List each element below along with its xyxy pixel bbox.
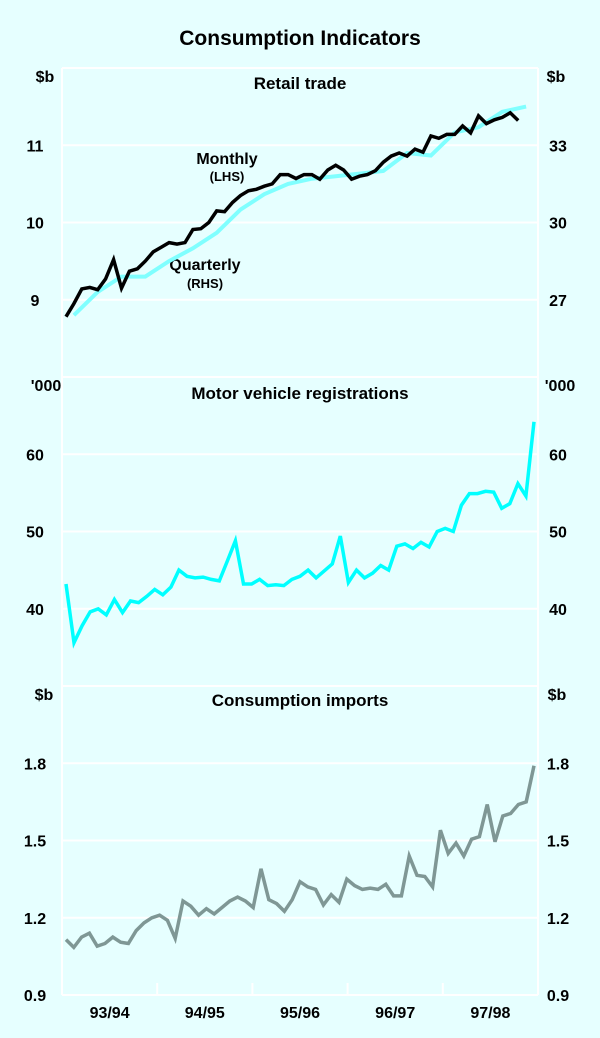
motor-left-unit: '000 <box>31 378 62 395</box>
panel-title-retail-trade: Retail trade <box>254 74 347 93</box>
y-tick-label-right: 60 <box>549 447 567 464</box>
y-tick-label-left: 50 <box>26 525 44 542</box>
y-tick-label-left: 9 <box>31 293 40 310</box>
y-tick-label-right: 27 <box>549 293 567 310</box>
y-tick-label-right: 50 <box>549 525 567 542</box>
y-tick-label-right: 1.8 <box>547 756 569 773</box>
y-tick-label-left: 1.5 <box>24 834 46 851</box>
y-tick-label-left: 11 <box>27 138 44 155</box>
y-tick-label-right: 1.5 <box>547 834 569 851</box>
y-tick-label-left: 60 <box>26 447 44 464</box>
series-consumption-imports <box>64 765 536 951</box>
x-tick-label: 94/95 <box>185 1005 225 1022</box>
series-motor-vehicle-registrations <box>64 421 536 649</box>
imports-left-unit: $b <box>35 687 54 704</box>
imports-right-unit: $b <box>548 687 567 704</box>
y-tick-label-left: 40 <box>26 602 44 619</box>
x-tick-label: 96/97 <box>375 1005 415 1022</box>
y-tick-label-left: 1.2 <box>24 911 46 928</box>
y-tick-label-left: 1.8 <box>24 756 46 773</box>
panel-title-consumption-imports: Consumption imports <box>212 691 389 710</box>
y-tick-label-left: 0.9 <box>24 988 46 1005</box>
retail-right-unit: $b <box>547 69 566 86</box>
chart-frame <box>61 67 539 996</box>
x-tick-label: 95/96 <box>280 1005 320 1022</box>
y-tick-label-right: 1.2 <box>547 911 569 928</box>
x-tick-label: 97/98 <box>470 1005 510 1022</box>
motor-right-unit: '000 <box>545 378 576 395</box>
tick-labels: 93/94 94/95 95/96 96/97 97/98 9 27 10 30 11 33 40 40… <box>24 138 569 1022</box>
y-tick-label-right: 33 <box>549 138 567 155</box>
series-retail-quarterly <box>72 104 527 317</box>
y-tick-label-left: 10 <box>26 216 44 233</box>
chart-title: Consumption Indicators <box>179 27 421 50</box>
panel-title-motor-vehicle-registrations: Motor vehicle registrations <box>191 384 408 403</box>
y-tick-label-right: 0.9 <box>547 988 569 1005</box>
annotation-quarterly: Quarterly <box>169 257 240 274</box>
series-lines <box>64 104 536 951</box>
annotation-monthly-lhs: (LHS) <box>210 169 245 184</box>
retail-left-unit: $b <box>36 69 55 86</box>
y-tick-label-right: 30 <box>549 216 567 233</box>
y-tick-label-right: 40 <box>549 602 567 619</box>
annotation-monthly: Monthly <box>196 151 257 168</box>
series-retail-monthly <box>64 110 520 318</box>
x-tick-label: 93/94 <box>90 1005 130 1022</box>
annotation-quarterly-rhs: (RHS) <box>187 276 223 291</box>
